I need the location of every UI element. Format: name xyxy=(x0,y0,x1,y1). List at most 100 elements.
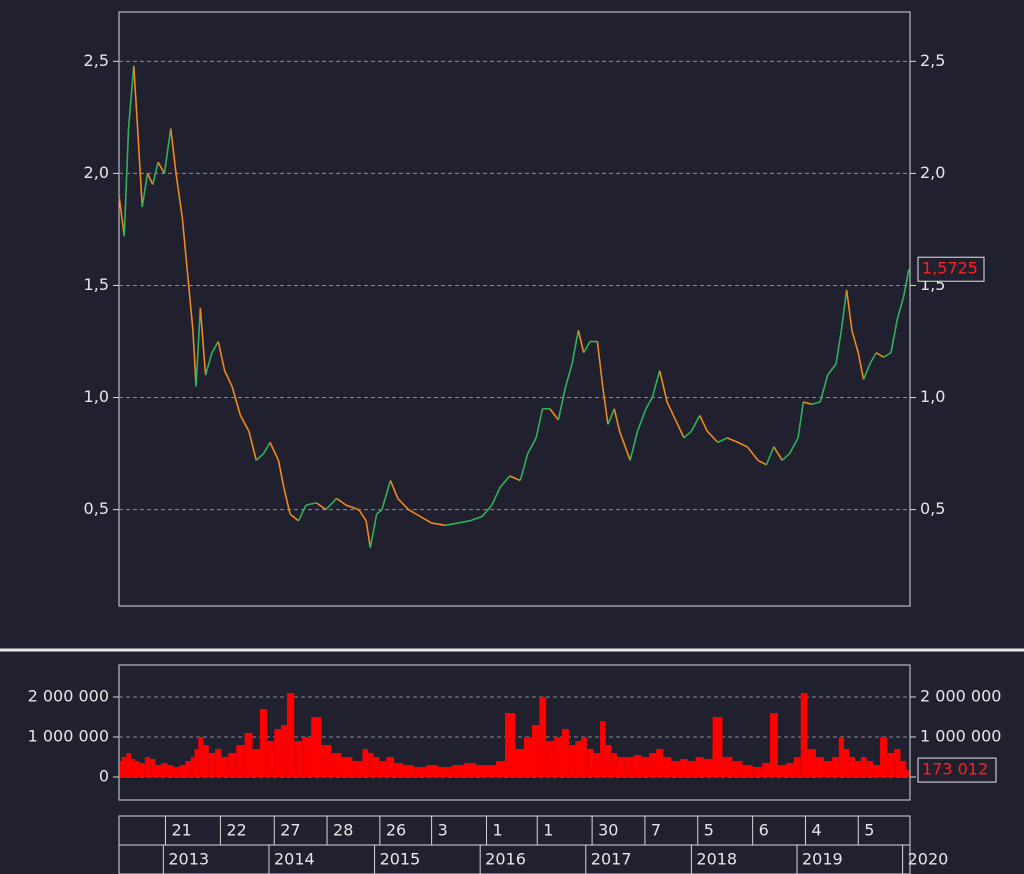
price-segment xyxy=(175,173,184,219)
price-segment xyxy=(192,330,197,387)
price-segment xyxy=(737,441,748,448)
volume-bar xyxy=(568,745,576,777)
volume-bar xyxy=(515,749,525,777)
volume-bar xyxy=(687,761,696,777)
last-value-label: 173 012 xyxy=(922,760,988,779)
year-tick-label: 2019 xyxy=(802,850,843,869)
volume-bar xyxy=(600,721,606,777)
y-tick-label: 1,0 xyxy=(84,387,109,406)
volume-bar xyxy=(463,763,476,777)
volume-bar xyxy=(843,749,850,777)
price-segment xyxy=(636,408,647,432)
volume-bar xyxy=(762,763,771,777)
volume-bar xyxy=(732,761,743,777)
day-tick-label: 26 xyxy=(386,821,406,840)
volume-bar xyxy=(194,749,199,777)
volume-bar xyxy=(368,753,374,777)
last-value-box xyxy=(917,256,985,282)
price-segment xyxy=(613,408,621,432)
price-segment xyxy=(883,352,892,358)
price-segment xyxy=(765,446,775,466)
price-segment xyxy=(181,218,190,286)
volume-bar xyxy=(403,765,415,777)
year-tick-label: 2018 xyxy=(696,850,737,869)
price-segment xyxy=(316,502,327,511)
price-segment xyxy=(389,480,399,499)
volume-bar xyxy=(586,749,594,777)
price-segment xyxy=(127,65,135,129)
volume-bar xyxy=(575,741,582,777)
volume-bar xyxy=(179,765,186,777)
volume-bar xyxy=(539,697,547,777)
price-segment xyxy=(851,330,860,353)
volume-bar xyxy=(221,757,229,777)
price-segment xyxy=(255,452,265,461)
price-segment xyxy=(481,504,493,517)
volume-bar xyxy=(126,753,132,777)
price-segment xyxy=(773,446,783,461)
last-value-label: 1,5725 xyxy=(922,259,978,278)
volume-bar xyxy=(679,759,688,777)
price-segment xyxy=(445,522,459,527)
price-segment xyxy=(195,307,202,387)
volume-bar xyxy=(236,745,245,777)
price-segment xyxy=(509,475,521,482)
volume-bar xyxy=(593,753,601,777)
volume-bar xyxy=(167,765,174,777)
volume-bar xyxy=(135,761,140,777)
day-tick-label: 1 xyxy=(493,821,503,840)
price-segment xyxy=(811,401,821,406)
volume-bar xyxy=(554,737,563,777)
price-segment xyxy=(365,520,372,548)
volume-bar xyxy=(807,749,817,777)
y-tick-label: 1,5 xyxy=(84,275,109,294)
price-segment xyxy=(835,330,843,365)
day-tick-label: 22 xyxy=(226,821,246,840)
price-segment xyxy=(397,497,409,511)
y-tick-label: 0,5 xyxy=(84,499,109,518)
price-segment xyxy=(132,65,138,118)
price-segment xyxy=(146,173,154,185)
volume-bar xyxy=(202,745,209,777)
price-segment xyxy=(557,386,567,421)
volume-bar xyxy=(887,753,895,777)
price-segment xyxy=(369,513,378,548)
volume-bar xyxy=(855,761,861,777)
volume-bar xyxy=(341,757,353,777)
day-tick-label: 1 xyxy=(543,821,553,840)
volume-bar xyxy=(394,763,404,777)
volume-bar xyxy=(712,717,723,777)
price-segment xyxy=(571,330,580,365)
price-segment xyxy=(223,370,233,387)
y-tick-label: 2,5 xyxy=(84,51,109,70)
y-tick-label: 1,0 xyxy=(920,387,945,406)
volume-bar xyxy=(414,767,426,777)
price-segment xyxy=(803,401,812,406)
volume-bar xyxy=(120,761,122,777)
price-segment xyxy=(862,363,871,380)
y-tick-label: 1 000 000 xyxy=(920,727,1001,746)
volume-bar xyxy=(873,765,880,777)
volume-bar xyxy=(906,770,909,777)
price-segment xyxy=(869,352,877,365)
price-segment xyxy=(336,497,347,506)
volume-bar xyxy=(866,761,874,777)
price-segment xyxy=(629,430,639,461)
volume-bar xyxy=(259,709,267,777)
day-tick-label: 21 xyxy=(171,821,191,840)
day-tick-label: 7 xyxy=(651,821,661,840)
volume-bar xyxy=(386,757,395,777)
volume-bar xyxy=(321,745,332,777)
volume-bar xyxy=(294,741,303,777)
y-tick-label: 2,0 xyxy=(84,163,109,182)
volume-bar xyxy=(849,757,856,777)
volume-bar xyxy=(144,757,151,777)
volume-bar xyxy=(228,753,237,777)
price-segment xyxy=(491,486,501,506)
price-segment xyxy=(231,386,242,416)
price-segment xyxy=(746,446,759,461)
price-segment xyxy=(875,352,885,358)
price-segment xyxy=(157,161,166,174)
day-tick-label: 28 xyxy=(333,821,353,840)
